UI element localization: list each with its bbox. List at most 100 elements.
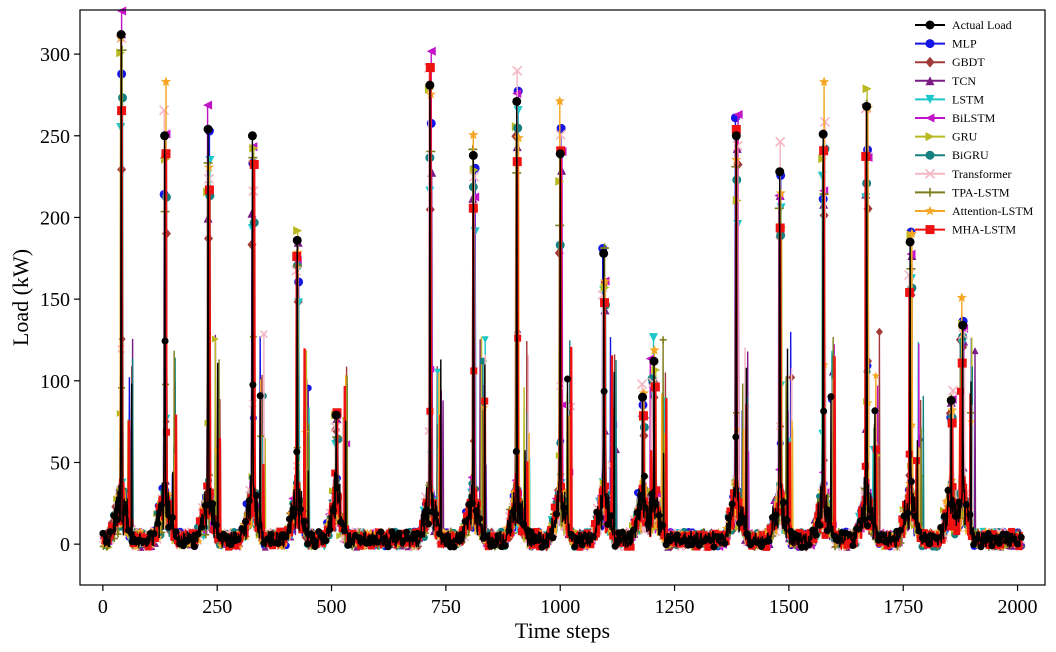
point-mha-lstm: [378, 532, 386, 540]
legend: Actual Load MLP GBDT TCN LSTM BiLSTM GRU BiGRU T…: [915, 18, 1034, 237]
legend-item-gru: GRU: [915, 130, 978, 144]
point-mha-lstm: [609, 532, 617, 540]
point-actual-load: [304, 540, 312, 548]
point-actual-load: [373, 538, 381, 546]
point-transformer: [259, 330, 268, 339]
point-actual-load: [966, 511, 974, 519]
peak-mha-lstm: [638, 411, 648, 421]
point-actual-load: [589, 532, 597, 540]
peak-lstm: [649, 333, 659, 343]
legend-label-attention-lstm: Attention-LSTM: [952, 204, 1034, 218]
point-actual-load: [253, 492, 261, 500]
point-actual-load: [823, 527, 831, 535]
point-actual-load: [238, 525, 246, 533]
peak-mha-lstm: [861, 151, 871, 161]
point-mha-lstm: [843, 541, 851, 549]
point-actual-load: [743, 530, 751, 538]
point-actual-load: [381, 534, 389, 542]
point-actual-load: [732, 433, 740, 441]
peak-attention-lstm: [599, 275, 611, 286]
point-mha-lstm: [269, 542, 277, 550]
peak-mha-lstm: [600, 298, 610, 308]
x-tick-label: 1750: [883, 596, 923, 618]
point-actual-load: [468, 499, 476, 507]
peak-mha-lstm: [425, 63, 435, 73]
point-actual-load: [944, 486, 952, 494]
point-actual-load: [783, 516, 791, 524]
x-axis-label: Time steps: [515, 618, 610, 643]
point-mha-lstm: [294, 518, 302, 526]
peak-actual-load: [247, 131, 257, 141]
peak-mha-lstm: [947, 418, 957, 428]
point-actual-load: [911, 512, 919, 520]
point-attention-lstm: [366, 528, 375, 537]
point-tpa-lstm: [202, 531, 210, 539]
point-mha-lstm: [232, 542, 240, 550]
point-actual-load: [553, 510, 561, 518]
point-actual-load: [512, 448, 520, 456]
point-actual-load: [633, 509, 641, 517]
point-actual-load: [951, 512, 959, 520]
peak-attention-lstm: [203, 162, 215, 172]
point-attention-lstm: [933, 527, 942, 535]
y-axis-label: Load (kW): [8, 249, 33, 346]
point-mha-lstm: [188, 529, 196, 537]
point-attention-lstm: [560, 486, 569, 495]
peak-gru: [293, 226, 303, 236]
point-mha-lstm: [404, 539, 412, 547]
point-actual-load: [871, 407, 879, 415]
point-actual-load: [366, 539, 374, 547]
point-actual-load: [457, 530, 465, 538]
point-mha-lstm: [938, 536, 946, 544]
y-tick-label: 100: [40, 371, 70, 393]
point-actual-load: [896, 526, 904, 534]
point-mha-lstm: [151, 535, 159, 543]
point-actual-load: [640, 472, 648, 480]
point-gru: [211, 335, 219, 343]
point-mha-lstm: [872, 445, 880, 453]
legend-item-bigru: BiGRU: [915, 148, 989, 162]
point-actual-load: [937, 523, 945, 531]
legend-marker-gbdt: [925, 56, 935, 68]
peak-attention-lstm: [947, 404, 958, 415]
legend-item-tpa-lstm: TPA-LSTM: [915, 185, 1010, 199]
peak-bilstm: [426, 46, 436, 56]
x-tick-label: 250: [202, 596, 232, 618]
legend-marker-tcn: [925, 76, 935, 86]
point-actual-load: [816, 521, 824, 529]
point-actual-load: [311, 543, 319, 551]
point-actual-load: [494, 532, 502, 540]
point-actual-load: [212, 521, 220, 529]
point-actual-load: [318, 531, 326, 539]
point-actual-load: [710, 543, 718, 551]
point-actual-load: [988, 542, 996, 550]
point-actual-load: [849, 542, 857, 550]
point-actual-load: [728, 500, 736, 508]
peak-mha-lstm: [204, 185, 214, 195]
peak-actual-load: [958, 320, 968, 330]
legend-item-bilstm: BiLSTM: [915, 111, 996, 125]
point-actual-load: [103, 538, 111, 546]
point-actual-load: [629, 526, 637, 534]
point-actual-load: [984, 530, 992, 538]
point-attention-lstm: [322, 520, 331, 529]
x-tick-label: 1500: [769, 596, 809, 618]
point-actual-load: [571, 543, 579, 551]
point-actual-load: [567, 530, 575, 538]
point-actual-load: [992, 534, 1000, 542]
legend-label-bilstm: BiLSTM: [952, 111, 996, 125]
point-actual-load: [875, 536, 883, 544]
peak-transformer: [775, 136, 786, 147]
point-actual-load: [150, 530, 158, 538]
point-attention-lstm: [290, 517, 299, 525]
point-mha-lstm: [298, 526, 306, 534]
peak-attention-lstm: [160, 76, 172, 87]
point-actual-load: [172, 528, 180, 536]
point-actual-load: [285, 515, 293, 523]
point-actual-load: [867, 514, 875, 522]
point-actual-load: [106, 528, 114, 536]
point-mha-lstm: [305, 535, 313, 543]
point-actual-load: [962, 501, 970, 509]
point-actual-load: [805, 541, 813, 549]
peak-transformer: [469, 171, 480, 182]
